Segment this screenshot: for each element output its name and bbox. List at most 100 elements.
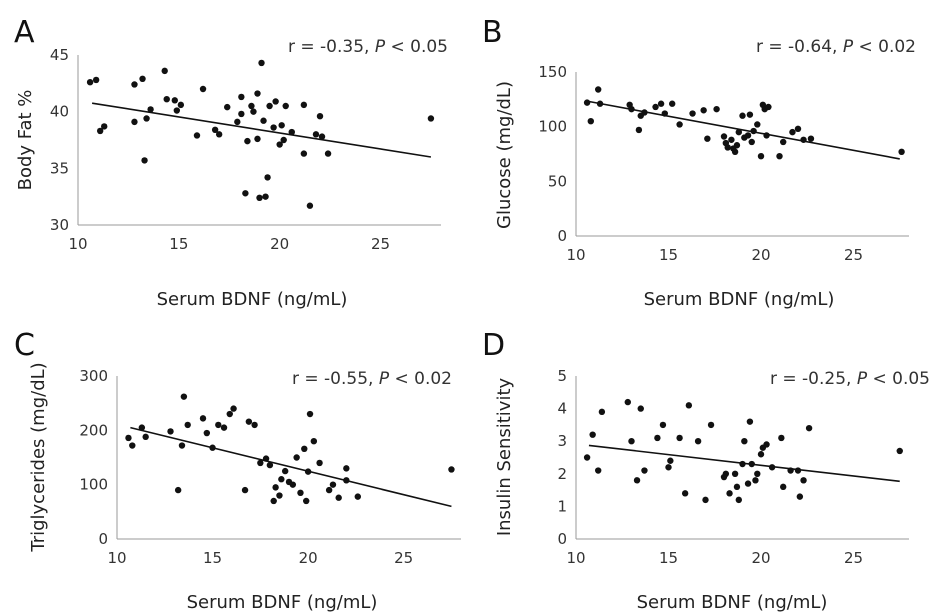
y-tick-label: 30 (50, 216, 69, 234)
x-tick-label: 20 (299, 549, 318, 567)
y-tick-label: 300 (79, 367, 108, 385)
data-point (704, 135, 711, 142)
data-point (211, 126, 219, 133)
data-point (178, 442, 186, 449)
data-point (700, 107, 707, 114)
y-tick-label: 200 (79, 421, 108, 439)
data-point (272, 98, 279, 105)
annotation-p-symbol: P (375, 37, 386, 57)
data-point (800, 477, 807, 484)
annotation-p-symbol: P (379, 369, 390, 389)
data-point (86, 79, 94, 86)
data-point (129, 442, 136, 449)
x-tick-label: 10 (107, 549, 126, 567)
panel-letter: A (14, 15, 35, 50)
data-point (757, 451, 765, 458)
data-point (199, 85, 207, 93)
data-point (707, 421, 715, 429)
data-point (184, 421, 191, 429)
annotation-r: r = -0.25, (770, 369, 857, 389)
data-point (735, 128, 742, 136)
data-point (316, 113, 324, 120)
data-point (739, 112, 746, 119)
data-point (161, 67, 168, 75)
data-point (685, 402, 693, 409)
data-point (735, 496, 742, 504)
data-point (728, 136, 735, 143)
data-point (250, 108, 257, 115)
data-point (805, 424, 813, 432)
data-point (641, 467, 648, 474)
data-point (262, 193, 269, 200)
data-point (266, 461, 274, 469)
data-point (583, 454, 591, 461)
data-point (702, 496, 709, 504)
data-point (256, 194, 263, 201)
data-point (763, 132, 770, 139)
y-axis-title: Triglycerides (mg/dL) (28, 362, 49, 552)
data-point (768, 464, 776, 471)
data-point (248, 102, 255, 110)
panel-c: C 0 100 200 300 10 15 20 25 Serum BDNF (ng/mL) Tri… (14, 328, 461, 613)
data-point (293, 454, 300, 461)
data-point (316, 459, 323, 467)
panel-b: B 0 50 100 150 10 15 20 25 Serum BDNF (ng/mL) Gluc… (482, 15, 916, 310)
annotation-r: r = -0.64, (756, 37, 843, 57)
data-point (254, 90, 261, 97)
data-point (713, 105, 720, 113)
data-point (427, 115, 435, 122)
data-point (226, 410, 233, 418)
y-tick-label: 0 (557, 227, 567, 245)
data-point (92, 76, 100, 84)
annotation-p-symbol: P (857, 369, 868, 389)
data-point (780, 483, 787, 491)
data-point (676, 434, 683, 442)
data-point (763, 441, 770, 448)
data-point (757, 152, 765, 160)
data-point (587, 118, 594, 125)
y-tick-label: 1 (557, 497, 567, 515)
data-point (272, 484, 279, 491)
data-point (724, 144, 731, 151)
panel-d: D 0 1 2 3 4 5 10 15 20 25 Serum BDNF (ng/mL) Insulin… (482, 328, 930, 613)
data-point (720, 473, 728, 481)
data-point (654, 434, 661, 442)
correlation-annotation: r = -0.25, P < 0.05 (770, 369, 930, 389)
data-point (637, 405, 644, 412)
data-point (141, 157, 148, 164)
data-point (746, 111, 754, 118)
data-point (750, 127, 757, 135)
data-point (282, 102, 289, 110)
data-point (306, 202, 314, 209)
x-tick-label: 10 (566, 549, 585, 567)
trendline (91, 102, 432, 158)
annotation-p-value: < 0.02 (389, 369, 452, 389)
data-point (224, 103, 231, 111)
annotation-r: r = -0.35, (288, 37, 375, 57)
data-point (794, 467, 802, 474)
data-point (238, 110, 245, 118)
data-point (131, 118, 138, 126)
data-point (234, 118, 241, 126)
data-point (138, 424, 146, 431)
data-point (220, 424, 228, 431)
data-point (343, 477, 350, 484)
data-point (203, 429, 211, 437)
data-point (896, 447, 903, 455)
data-point (238, 93, 245, 101)
x-tick-label: 15 (659, 549, 678, 567)
y-tick-label: 0 (557, 530, 567, 548)
data-point (324, 150, 332, 157)
data-point (300, 101, 308, 109)
data-point (254, 135, 261, 143)
data-point (661, 110, 668, 117)
data-point (731, 470, 739, 477)
data-point (689, 110, 696, 117)
data-point (796, 493, 804, 500)
data-point (778, 434, 785, 442)
data-point (142, 433, 149, 441)
data-point (230, 405, 237, 412)
data-point (641, 109, 648, 116)
panel-letter: B (482, 15, 503, 50)
